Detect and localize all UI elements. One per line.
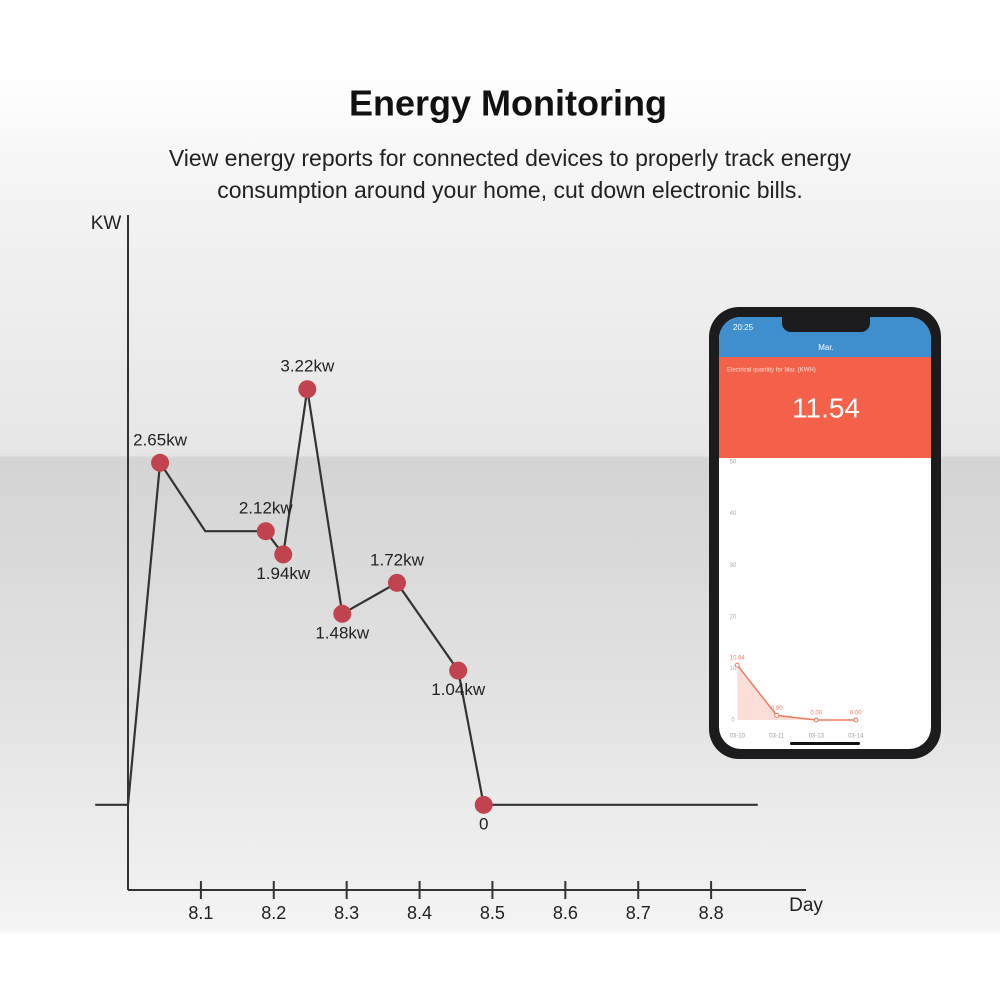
x-tick-label: 8.6 [553,903,578,923]
data-point [151,453,170,472]
phone-time: 20:25 [733,323,754,332]
x-tick-label: 8.5 [480,903,505,923]
data-point [333,604,352,623]
data-label: 0.90 [771,706,783,712]
phone-banner [719,357,931,458]
data-point [256,522,275,541]
x-tick-label: 03-14 [848,734,864,740]
data-point [853,717,859,723]
data-label: 0 [479,814,488,833]
y-tick-label: 30 [730,563,737,569]
data-point [449,661,468,680]
subtitle: consumption around your home, cut down e… [217,177,803,203]
data-point [774,712,780,718]
x-axis-label: Day [789,895,823,916]
data-label: 1.94kw [256,564,311,583]
x-tick-label: 8.1 [188,903,213,923]
x-tick-label: 03-11 [769,734,785,740]
data-label: 2.12kw [239,499,294,518]
data-label: 1.04kw [431,680,486,699]
y-tick-label: 10 [730,666,737,672]
data-point [813,717,819,723]
data-point [474,795,493,814]
x-tick-label: 8.8 [699,903,724,923]
data-point [274,545,293,564]
x-tick-label: 8.2 [261,903,286,923]
notch [782,317,870,332]
phone-total: 11.54 [792,392,860,423]
subtitle: View energy reports for connected device… [169,145,852,171]
x-tick-label: 8.3 [334,903,359,923]
home-bar [790,742,860,745]
data-label: 10.64 [730,656,746,662]
data-point [387,573,406,592]
phone-screen-title: Mar. [818,343,834,352]
phone-header [719,317,931,358]
y-tick-label: 40 [730,511,737,517]
x-tick-label: 8.4 [407,903,432,923]
x-tick-label: 8.7 [626,903,651,923]
data-label: 0.00 [850,711,862,717]
data-label: 1.48kw [315,623,370,642]
data-label: 0.00 [810,711,822,717]
y-tick-label: 20 [730,614,737,620]
data-point [734,662,740,668]
y-axis-label: KW [91,213,122,234]
data-label: 2.65kw [133,430,188,449]
x-tick-label: 03-13 [809,734,825,740]
data-label: 3.22kw [280,357,335,376]
x-tick-label: 03-10 [730,734,746,740]
phone-caption: Electrical quantity for Mar. (KWH) [727,368,816,374]
data-line [95,389,758,806]
data-point [298,380,317,399]
area-fill [737,665,856,720]
area-line [736,664,856,721]
y-tick-label: 0 [731,718,735,724]
y-tick-label: 50 [730,460,737,466]
phone: 20:25 Mar. Electrical quantity for Mar. … [709,307,941,759]
title: Energy Monitoring [349,83,667,124]
data-label: 1.72kw [370,550,425,569]
